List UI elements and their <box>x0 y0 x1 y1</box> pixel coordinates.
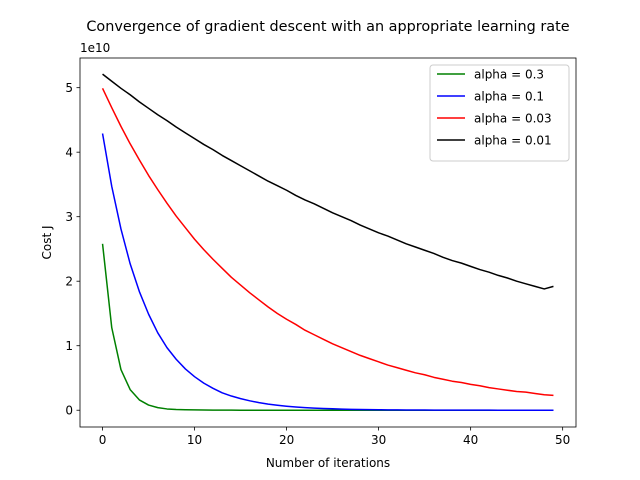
y-tick-label-3: 3 <box>65 210 73 224</box>
axes-layer: 0 10 20 30 40 50 0 1 2 3 4 5 <box>65 81 570 447</box>
legend-label-2: alpha = 0.1 <box>474 90 544 104</box>
y-scale-label: 1e10 <box>80 41 110 55</box>
x-tick-label-3: 30 <box>371 433 386 447</box>
y-tick-label-2: 2 <box>65 275 73 289</box>
series-line-3 <box>101 87 554 397</box>
chart-title: Convergence of gradient descent with an … <box>86 19 569 35</box>
x-axis-label: Number of iterations <box>266 456 390 470</box>
legend: alpha = 0.3 alpha = 0.1 alpha = 0.03 alpha … <box>429 64 570 162</box>
x-tick-label-5: 50 <box>555 433 570 447</box>
plot-frame <box>79 57 577 428</box>
x-tick-label-2: 20 <box>279 433 294 447</box>
legend-label-4: alpha = 0.01 <box>474 134 552 148</box>
series-line-2 <box>101 133 554 411</box>
legend-box <box>429 64 570 162</box>
y-axis-label: Cost J <box>40 225 54 259</box>
y-tick-label-0: 0 <box>65 404 73 418</box>
y-tick-label-1: 1 <box>65 339 73 353</box>
x-tick-label-4: 40 <box>463 433 478 447</box>
x-tick-label-1: 10 <box>187 433 202 447</box>
x-tick-label-0: 0 <box>99 433 107 447</box>
series-layer <box>101 73 554 411</box>
legend-label-3: alpha = 0.03 <box>474 112 552 126</box>
y-tick-label-4: 4 <box>65 146 73 160</box>
legend-label-1: alpha = 0.3 <box>474 68 544 82</box>
series-line-4 <box>102 73 554 290</box>
y-tick-label-5: 5 <box>65 81 73 95</box>
